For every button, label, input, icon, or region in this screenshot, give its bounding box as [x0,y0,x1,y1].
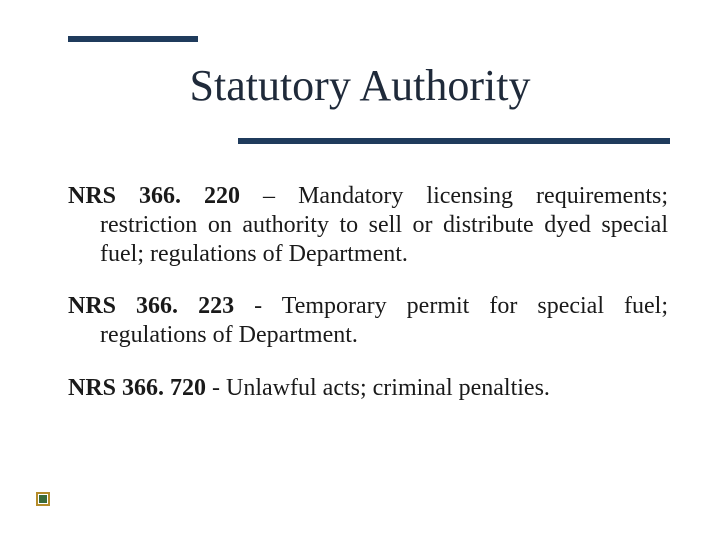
statute-item: NRS 366. 223 - Temporary permit for spec… [68,292,668,350]
statute-sep: - [234,293,282,319]
statute-code: NRS 366. 220 [68,183,240,209]
bullet-inner-square [39,495,47,503]
statute-text: Unlawful acts; criminal penalties. [226,375,550,401]
statute-code: NRS 366. 223 [68,293,234,319]
statute-code: NRS 366. 720 [68,375,206,401]
statute-item: NRS 366. 720 - Unlawful acts; criminal p… [68,374,668,403]
title-underline-rule [238,138,670,144]
statute-sep: - [206,375,226,401]
content-area: NRS 366. 220 – Mandatory licensing requi… [68,182,668,427]
decorative-bullet-icon [36,492,50,506]
statute-sep: – [240,183,298,209]
statute-item: NRS 366. 220 – Mandatory licensing requi… [68,182,668,268]
top-accent-rule [68,36,198,42]
page-title: Statutory Authority [0,60,720,111]
